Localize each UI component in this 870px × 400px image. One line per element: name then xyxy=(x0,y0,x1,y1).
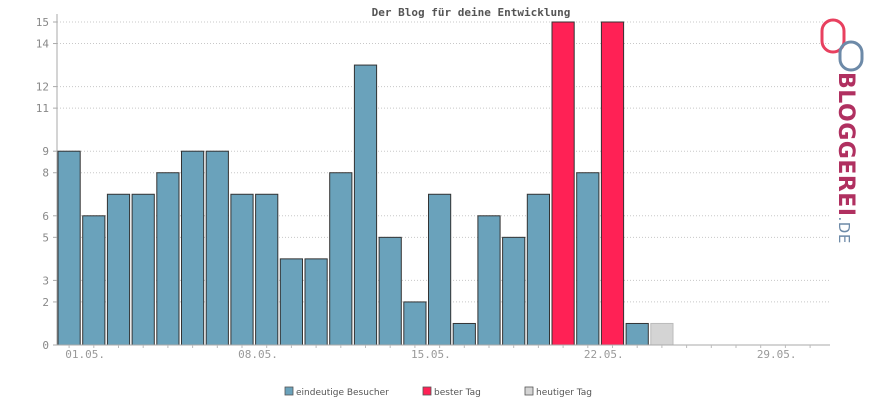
x-tick-label: 29.05. xyxy=(757,348,797,361)
x-tick-label: 01.05. xyxy=(65,348,105,361)
legend-label: eindeutige Besucher xyxy=(296,388,389,398)
bar-visitors xyxy=(156,172,180,346)
bar-visitors xyxy=(131,193,155,346)
y-tick-label: 9 xyxy=(42,145,49,158)
y-tick-label: 14 xyxy=(36,38,50,51)
bar-visitors xyxy=(82,215,106,346)
y-tick-label: 12 xyxy=(36,81,49,94)
chart-title: Der Blog für deine Entwicklung xyxy=(372,6,571,19)
x-tick-label: 22.05. xyxy=(584,348,624,361)
y-tick-label: 0 xyxy=(42,339,49,352)
legend: eindeutige Besucher bester Tag heutiger Ta… xyxy=(284,386,592,398)
logo-text-suffix: .DE xyxy=(835,217,853,244)
logo-text: BLOGGEREI.DE xyxy=(833,72,858,244)
y-tick-label: 2 xyxy=(42,296,49,309)
x-tick-label: 15.05. xyxy=(411,348,451,361)
legend-label: heutiger Tag xyxy=(536,388,592,398)
bar-visitors xyxy=(57,150,81,346)
bar-visitors xyxy=(230,193,254,346)
bar-visitors xyxy=(477,215,501,346)
bar-visitors xyxy=(353,64,378,346)
y-tick-label: 15 xyxy=(36,16,49,29)
bar-visitors xyxy=(526,193,550,346)
bars xyxy=(57,21,674,346)
y-tick-label: 8 xyxy=(42,167,49,180)
bar-visitors xyxy=(625,322,649,346)
y-tick-label: 3 xyxy=(42,274,49,287)
bar-visitors xyxy=(378,236,402,346)
y-tick-label: 11 xyxy=(36,102,49,115)
bar-visitors xyxy=(452,322,476,346)
x-axis-ticks: 01.05. 08.05. 15.05. 22.05. 29.05. xyxy=(65,345,811,361)
bar-best-day xyxy=(600,21,625,346)
bar-visitors xyxy=(279,258,303,346)
bar-visitors xyxy=(106,193,131,346)
x-tick-label: 08.05. xyxy=(238,348,278,361)
bar-visitors xyxy=(255,193,279,346)
bar-visitors xyxy=(205,150,229,346)
legend-label: bester Tag xyxy=(434,388,481,398)
axes xyxy=(56,14,830,346)
bar-visitors xyxy=(329,172,353,346)
bar-today xyxy=(650,322,674,346)
legend-swatch xyxy=(422,386,432,396)
bar-visitors xyxy=(428,193,452,346)
bar-visitors xyxy=(502,236,526,346)
y-tick-label: 5 xyxy=(42,231,49,244)
y-axis-ticks: 0 2 3 5 6 8 9 11 12 14 15 xyxy=(36,16,57,352)
bar-visitors xyxy=(403,301,427,346)
legend-swatch xyxy=(524,386,534,396)
bar-visitors xyxy=(304,258,328,346)
bar-best-day xyxy=(551,21,575,346)
bar-visitors xyxy=(181,150,205,346)
legend-swatch xyxy=(284,386,294,396)
bloggerei-logo: BLOGGEREI.DE xyxy=(820,18,864,244)
logo-text-main: BLOGGEREI xyxy=(833,72,858,217)
bar-visitors xyxy=(576,172,600,346)
y-tick-label: 6 xyxy=(42,210,49,223)
logo-emblem-icon xyxy=(820,18,864,72)
